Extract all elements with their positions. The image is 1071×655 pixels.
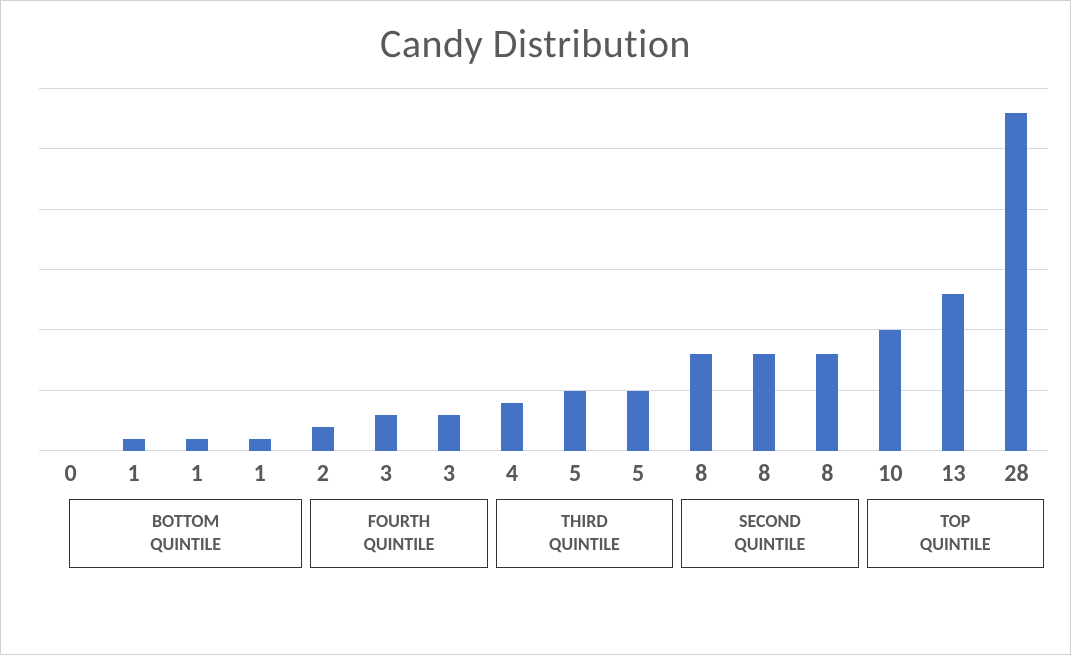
value-label: 5 — [607, 459, 670, 495]
bar-slot — [228, 89, 291, 451]
bar — [501, 403, 523, 451]
bar — [816, 354, 838, 451]
bar-slot — [102, 89, 165, 451]
value-label: 1 — [165, 459, 228, 495]
bar-slot — [354, 89, 417, 451]
value-label: 2 — [291, 459, 354, 495]
plot-area — [39, 89, 1048, 451]
bar-slot — [670, 89, 733, 451]
bar-slot — [544, 89, 607, 451]
value-label: 10 — [859, 459, 922, 495]
group-label: TOPQUINTILE — [867, 499, 1044, 568]
bar — [690, 354, 712, 451]
chart-container: Candy Distribution 0111233455888101328 B… — [0, 0, 1071, 655]
group-label: THIRDQUINTILE — [496, 499, 673, 568]
value-label: 8 — [670, 459, 733, 495]
bar-slot — [480, 89, 543, 451]
value-label: 5 — [544, 459, 607, 495]
group-labels-row: BOTTOMQUINTILEFOURTHQUINTILETHIRDQUINTIL… — [39, 499, 1048, 568]
bar-slot — [859, 89, 922, 451]
bar-slot — [291, 89, 354, 451]
bar — [753, 354, 775, 451]
bar-slot — [733, 89, 796, 451]
bar — [879, 330, 901, 451]
value-label: 13 — [922, 459, 985, 495]
value-labels-row: 0111233455888101328 — [39, 459, 1048, 495]
value-label: 0 — [39, 459, 102, 495]
group-label: SECONDQUINTILE — [681, 499, 858, 568]
bar-slot — [165, 89, 228, 451]
bar-slot — [39, 89, 102, 451]
bar — [312, 427, 334, 451]
bar-slot — [417, 89, 480, 451]
bars-row — [39, 89, 1048, 451]
value-label: 3 — [354, 459, 417, 495]
bar — [942, 294, 964, 451]
value-label: 1 — [102, 459, 165, 495]
chart-title: Candy Distribution — [1, 1, 1070, 76]
bar — [1005, 113, 1027, 451]
bar — [186, 439, 208, 451]
bar-slot — [796, 89, 859, 451]
value-label: 8 — [733, 459, 796, 495]
value-label: 4 — [480, 459, 543, 495]
value-label: 3 — [417, 459, 480, 495]
value-label: 28 — [985, 459, 1048, 495]
bar — [375, 415, 397, 451]
bar — [249, 439, 271, 451]
bar — [123, 439, 145, 451]
value-label: 1 — [228, 459, 291, 495]
bar — [438, 415, 460, 451]
value-label: 8 — [796, 459, 859, 495]
bar-slot — [607, 89, 670, 451]
bar-slot — [922, 89, 985, 451]
group-label: BOTTOMQUINTILE — [69, 499, 302, 568]
bar-slot — [985, 89, 1048, 451]
bar — [564, 391, 586, 451]
group-label: FOURTHQUINTILE — [310, 499, 487, 568]
bar — [627, 391, 649, 451]
